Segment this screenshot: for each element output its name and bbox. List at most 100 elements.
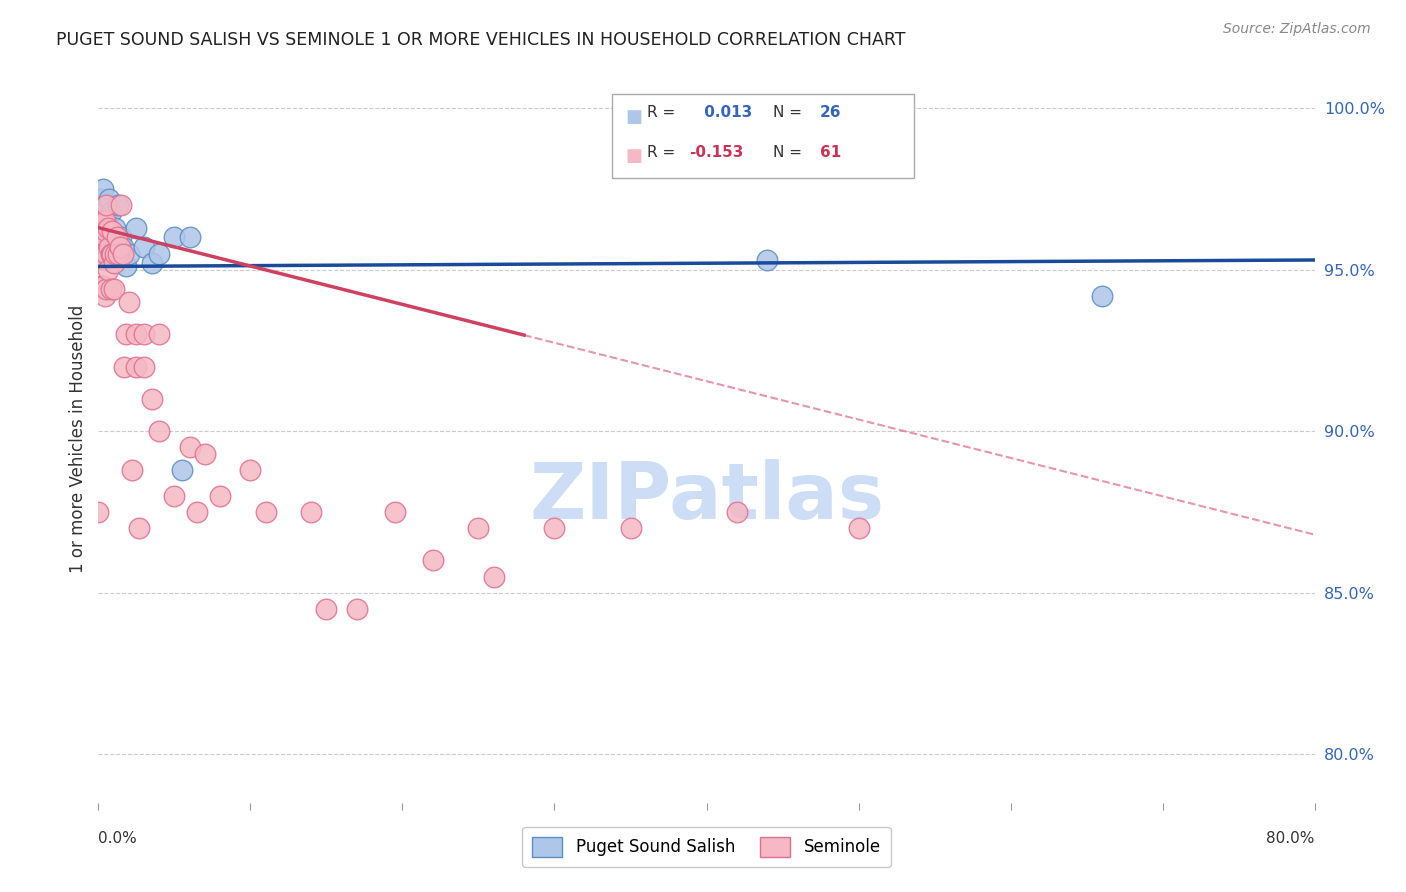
Point <box>94 198 117 212</box>
Point <box>94 246 117 260</box>
Point <box>422 553 444 567</box>
Point <box>179 230 201 244</box>
Point <box>186 505 208 519</box>
Point <box>100 204 122 219</box>
Point <box>100 246 122 260</box>
Point <box>96 230 118 244</box>
Text: N =: N = <box>773 105 807 120</box>
Point <box>101 246 124 260</box>
Point <box>194 447 217 461</box>
Point <box>346 602 368 616</box>
Point <box>101 230 124 244</box>
Point <box>90 278 112 293</box>
Point <box>125 220 148 235</box>
Text: 26: 26 <box>820 105 841 120</box>
Point <box>132 359 155 374</box>
Point <box>848 521 870 535</box>
Text: N =: N = <box>773 145 807 160</box>
Point <box>94 282 117 296</box>
Text: PUGET SOUND SALISH VS SEMINOLE 1 OR MORE VEHICLES IN HOUSEHOLD CORRELATION CHART: PUGET SOUND SALISH VS SEMINOLE 1 OR MORE… <box>56 31 905 49</box>
Point <box>148 327 170 342</box>
Point <box>121 463 143 477</box>
Point <box>105 246 128 260</box>
Point <box>141 256 163 270</box>
Point <box>108 240 131 254</box>
Point <box>170 463 193 477</box>
Text: ■: ■ <box>626 147 643 165</box>
Point <box>118 246 141 260</box>
Point <box>543 521 565 535</box>
Point <box>254 505 277 519</box>
Point <box>89 214 111 228</box>
Text: R =: R = <box>647 105 681 120</box>
Point <box>104 220 127 235</box>
Point <box>98 240 121 254</box>
Text: -0.153: -0.153 <box>689 145 744 160</box>
Point <box>90 192 112 206</box>
Point <box>110 230 132 244</box>
Point <box>94 214 117 228</box>
Point <box>93 252 115 267</box>
Point <box>87 505 110 519</box>
Point <box>209 489 232 503</box>
Point <box>105 230 128 244</box>
Point <box>93 288 115 302</box>
Point <box>128 521 150 535</box>
Point <box>114 260 136 274</box>
Point <box>163 230 186 244</box>
Point <box>114 327 136 342</box>
Point <box>93 204 115 219</box>
Point <box>98 192 121 206</box>
Point <box>148 424 170 438</box>
Point <box>90 246 112 260</box>
Point <box>89 230 111 244</box>
Point <box>132 240 155 254</box>
Point <box>112 359 135 374</box>
Point <box>482 569 505 583</box>
Point <box>179 441 201 455</box>
Point <box>91 278 114 293</box>
Point <box>619 521 641 535</box>
Point <box>100 282 122 296</box>
Text: Source: ZipAtlas.com: Source: ZipAtlas.com <box>1223 22 1371 37</box>
Point <box>89 246 111 260</box>
Y-axis label: 1 or more Vehicles in Household: 1 or more Vehicles in Household <box>69 305 87 574</box>
Point <box>91 214 114 228</box>
Point <box>125 359 148 374</box>
Point <box>101 224 124 238</box>
Point <box>103 244 125 258</box>
Point <box>93 214 115 228</box>
Text: 0.0%: 0.0% <box>98 831 138 846</box>
Point <box>107 246 129 260</box>
Point <box>104 246 127 260</box>
Point <box>93 230 115 244</box>
Legend: Puget Sound Salish, Seminole: Puget Sound Salish, Seminole <box>523 827 890 867</box>
Point <box>384 505 406 519</box>
Point <box>111 246 134 260</box>
Point <box>103 282 125 296</box>
Point <box>118 295 141 310</box>
Point <box>96 220 118 235</box>
Point <box>163 489 186 503</box>
Text: 61: 61 <box>820 145 841 160</box>
Text: ZIPatlas: ZIPatlas <box>529 459 884 535</box>
Point <box>315 602 337 616</box>
Point <box>111 240 134 254</box>
Point <box>141 392 163 406</box>
Point <box>1091 288 1114 302</box>
Point <box>148 246 170 260</box>
Text: R =: R = <box>647 145 681 160</box>
Point <box>91 246 114 260</box>
Point <box>103 256 125 270</box>
Point <box>107 198 129 212</box>
Text: ■: ■ <box>626 108 643 126</box>
Text: 0.013: 0.013 <box>699 105 752 120</box>
Point <box>756 252 779 267</box>
Point <box>725 505 748 519</box>
Text: 80.0%: 80.0% <box>1267 831 1315 846</box>
Point <box>94 224 117 238</box>
Point <box>125 327 148 342</box>
Point <box>467 521 489 535</box>
Point <box>110 198 132 212</box>
Point <box>91 182 114 196</box>
